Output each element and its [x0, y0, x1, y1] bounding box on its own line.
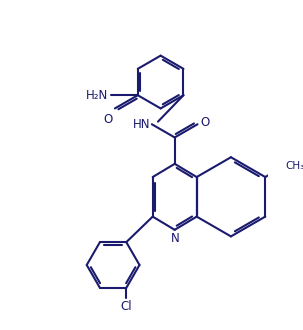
- Text: CH₃: CH₃: [285, 161, 303, 172]
- Text: HN: HN: [133, 118, 150, 131]
- Text: O: O: [103, 113, 112, 126]
- Text: O: O: [200, 116, 209, 129]
- Text: N: N: [171, 232, 180, 245]
- Text: Cl: Cl: [121, 300, 132, 313]
- Text: H₂N: H₂N: [86, 89, 108, 102]
